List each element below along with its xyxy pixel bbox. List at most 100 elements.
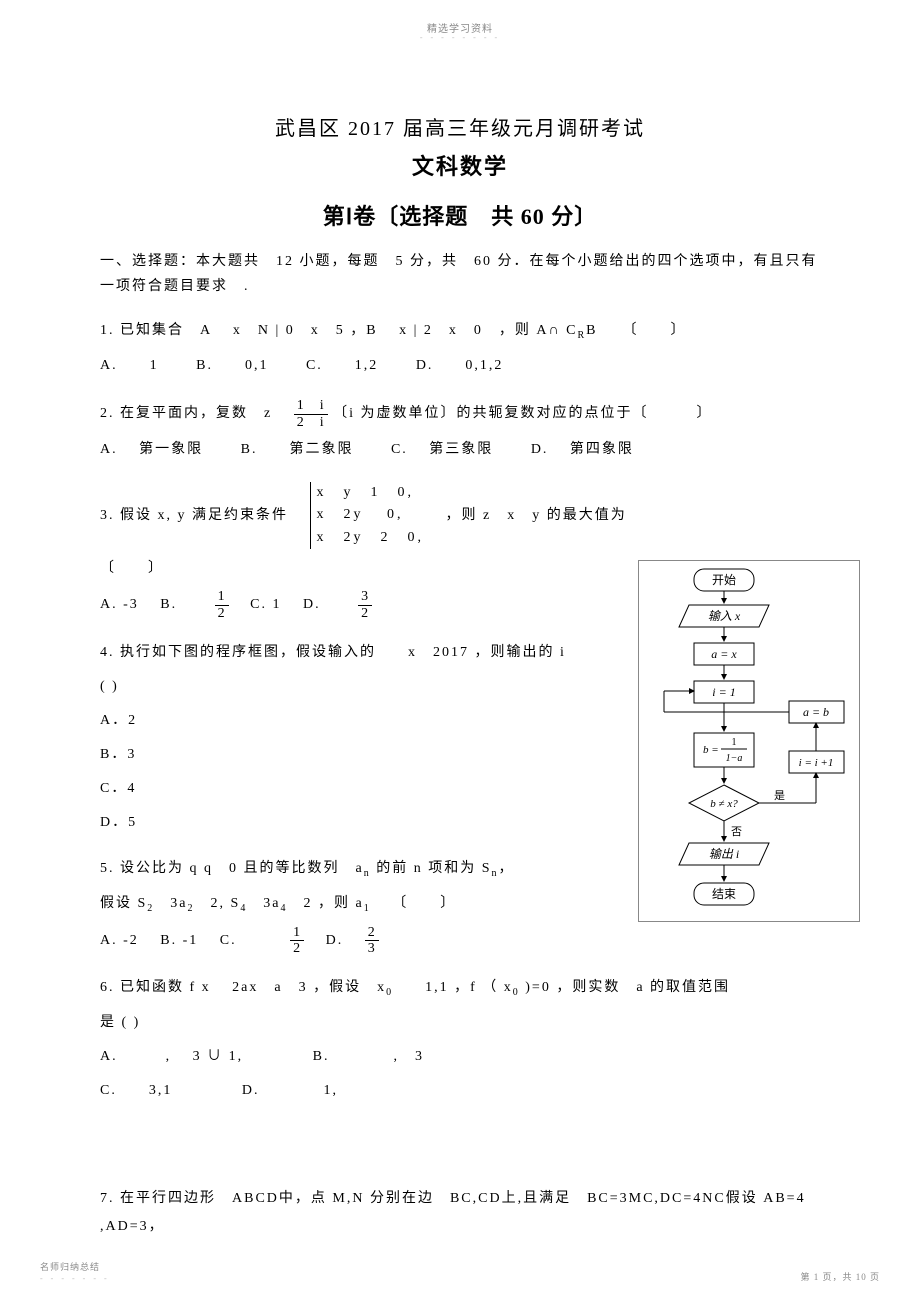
q5-a2: 2 — [188, 903, 195, 914]
flow-s2: i = 1 — [712, 685, 735, 699]
q5-l2b: 3a — [154, 896, 187, 911]
flowchart-svg: 开始 输入 x a = x i = 1 a = b b = 1 — [639, 561, 859, 921]
q5-sub-n: n — [364, 868, 371, 879]
page: 精选学习资料 - - - - - - - - 武昌区 2017 届高三年级元月调… — [0, 0, 920, 1303]
q6-optA: A. , 3 ∪ 1, — [100, 1049, 243, 1064]
q2-stem-a: 2. 在复平面内，复数 z — [100, 406, 288, 421]
flow-s4-num: 1 — [732, 737, 737, 748]
footer-left: 名师归纳总结 - - - - - - - — [40, 1260, 110, 1283]
q1-options: A. 1 B. 0,1 C. 1,2 D. 0,1,2 — [100, 352, 820, 380]
q6-row2: C. 3,1 D. 1, — [100, 1077, 820, 1105]
q5-optC: C. — [220, 933, 237, 948]
q3-c3: x 2y 2 0, — [317, 527, 425, 549]
q3-fracD-num: 3 — [358, 589, 372, 605]
q6-x0b: 0 — [513, 987, 520, 998]
q3-fracD: 3 2 — [358, 589, 372, 621]
question-6: 6. 已知函数 f x 2ax a 3 ，假设 x0 1,1 ，f （ x0 )… — [100, 974, 820, 1003]
exam-title-line1: 武昌区 2017 届高三年级元月调研考试 — [100, 112, 820, 141]
q2-frac-num: 1 i — [294, 398, 328, 414]
section-intro: 一、选择题：本大题共 12 小题，每题 5 分，共 60 分．在每个小题给出的四… — [100, 249, 820, 299]
q5-stem-b: 的前 n 项和为 S — [371, 861, 492, 876]
q2-optC: C. 第三象限 — [391, 442, 493, 457]
flow-yes: 是 — [774, 789, 785, 802]
question-1: 1. 已知集合 A x N | 0 x 5 ，B x | 2 x 0 ，则 A∩… — [100, 317, 820, 346]
q3-optC: C. 1 — [250, 597, 281, 612]
q2-options: A. 第一象限 B. 第二象限 C. 第三象限 D. 第四象限 — [100, 436, 820, 464]
q1-optB: B. 0,1 — [196, 358, 268, 373]
q5-a4: 4 — [281, 903, 288, 914]
q5-l2e: 2 ，则 a — [288, 896, 364, 911]
top-dots: - - - - - - - - — [100, 33, 820, 42]
q5-stem-a: 5. 设公比为 q q 0 且的等比数列 a — [100, 861, 364, 876]
q3-fracD-den: 2 — [358, 606, 372, 621]
q5-fracD: 2 3 — [365, 925, 379, 957]
question-4: 4. 执行如下图的程序框图，假设输入的 x 2017 ，则输出的 i — [100, 639, 590, 667]
flow-input: 输入 x — [708, 609, 741, 623]
q3-fracB: 1 2 — [215, 589, 229, 621]
q5-fracC-num: 1 — [290, 925, 304, 941]
q5-sub-n2: n — [492, 868, 499, 879]
question-7: 7. 在平行四边形 ABCD中，点 M,N 分别在边 BC,CD上,且满足 BC… — [100, 1185, 820, 1241]
footer-dots: - - - - - - - — [40, 1274, 110, 1283]
exam-title-line2: 文科数学 — [100, 149, 820, 181]
q3-fracB-num: 1 — [215, 589, 229, 605]
q5-l2c: 2, S — [195, 896, 241, 911]
question-3: 3. 假设 x, y 满足约束条件 x y 1 0, x 2y 0, x 2y … — [100, 482, 820, 549]
q2-fraction: 1 i 2 i — [294, 398, 328, 430]
q6-row1: A. , 3 ∪ 1, B. , 3 — [100, 1043, 820, 1071]
q5-fracD-den: 3 — [365, 941, 379, 956]
q3-c2: x 2y 0, — [317, 504, 425, 526]
flow-s4-den: 1−a — [726, 753, 743, 764]
q5-optD: D. — [326, 933, 344, 948]
q3-optB: B. — [160, 597, 177, 612]
q6-stem-b: 1,1 ，f （ x — [393, 980, 513, 995]
q3-stem-a: 3. 假设 x, y 满足约束条件 — [100, 508, 288, 523]
q6-optC: C. 3,1 — [100, 1083, 172, 1098]
q1-stem-b: B 〔 〕 — [586, 323, 686, 338]
flowchart: 开始 输入 x a = x i = 1 a = b b = 1 — [638, 560, 860, 922]
q2-optA: A. 第一象限 — [100, 442, 203, 457]
section-title: 第Ⅰ卷〔选择题 共 60 分〕 — [100, 199, 820, 231]
flow-s3: a = b — [803, 705, 829, 719]
flow-s1: a = x — [711, 647, 737, 661]
q5-l2a: 假设 S — [100, 896, 147, 911]
q5-l2f: 〔 〕 — [371, 896, 457, 911]
q5-stem-c: ， — [499, 861, 515, 876]
q3-c1: x y 1 0, — [317, 482, 425, 504]
q5-fracC-den: 2 — [290, 941, 304, 956]
flow-no: 否 — [731, 826, 742, 838]
q1-optD: D. 0,1,2 — [416, 358, 504, 373]
q5-fracD-num: 2 — [365, 925, 379, 941]
q6-optB: B. , 3 — [313, 1049, 424, 1064]
q3-optD: D. — [303, 597, 321, 612]
q5-optA: A. -2 — [100, 933, 139, 948]
q5-options: A. -2 B. -1 C. 1 2 D. 2 3 — [100, 925, 590, 957]
flow-output: 输出 i — [709, 847, 739, 861]
q2-frac-den: 2 i — [294, 415, 328, 430]
q1-optC: C. 1,2 — [306, 358, 378, 373]
flow-end: 结束 — [712, 887, 736, 901]
q5-fracC: 1 2 — [290, 925, 304, 957]
q5-l2d: 3a — [247, 896, 280, 911]
question-5: 5. 设公比为 q q 0 且的等比数列 an 的前 n 项和为 Sn， — [100, 855, 590, 884]
q6-stem-c: )=0 ，则实数 a 的取值范围 — [520, 980, 730, 995]
footer-right: 第 1 页，共 10 页 — [800, 1270, 880, 1283]
q6-optD: D. 1, — [242, 1083, 338, 1098]
q5-optB: B. -1 — [160, 933, 198, 948]
question-2: 2. 在复平面内，复数 z 1 i 2 i 〔i 为虚数单位〕的共轭复数对应的点… — [100, 398, 820, 430]
q2-optD: D. 第四象限 — [531, 442, 634, 457]
q2-stem-b: 〔i 为虚数单位〕的共轭复数对应的点位于〔 〕 — [333, 406, 712, 421]
q6-stem-a: 6. 已知函数 f x 2ax a 3 ，假设 x — [100, 980, 386, 995]
flow-start: 开始 — [712, 573, 736, 587]
footer-left-text: 名师归纳总结 — [40, 1262, 100, 1272]
q6-line2: 是 ( ) — [100, 1009, 820, 1037]
flow-cond: b ≠ x? — [710, 798, 738, 810]
q3-stem-b: ，则 z x y 的最大值为 — [446, 508, 627, 523]
q5-line2: 假设 S2 3a2 2, S4 3a4 2 ，则 a1 〔 〕 — [100, 890, 590, 919]
q2-optB: B. 第二象限 — [241, 442, 354, 457]
flow-s5: i = i +1 — [799, 757, 834, 769]
q3-options: A. -3 B. 1 2 C. 1 D. 3 2 — [100, 589, 590, 621]
q3-optA: A. -3 — [100, 597, 139, 612]
q1-stem-a: 1. 已知集合 A x N | 0 x 5 ，B x | 2 x 0 ，则 A∩… — [100, 323, 577, 338]
q5-a1: 1 — [364, 903, 371, 914]
